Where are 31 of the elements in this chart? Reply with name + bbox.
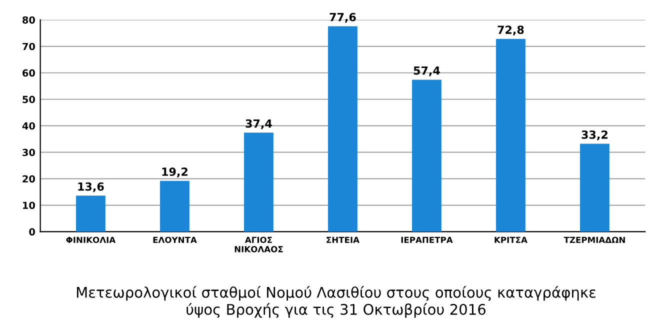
- y-tick-label: 10: [23, 202, 35, 210]
- x-tick-label: ΑΓΙΟΣ ΝΙΚΟΛΑΟΣ: [234, 236, 283, 252]
- y-tick-label: 50: [22, 96, 35, 104]
- data-label: 72,8: [498, 26, 524, 36]
- data-label: 33,2: [582, 130, 608, 140]
- y-tick-label: 70: [22, 42, 35, 50]
- text: Μετεωρολογικοί σταθμοί Νομού Λασιθίου στους οποίους καταγράφηκε ύψος Βροχής για τις 31 Οκτωβρίου 2016: [76, 286, 596, 318]
- x-tick-label: ΣΗΤΕΙΑ: [326, 236, 360, 243]
- y-tick-label: 30: [22, 148, 35, 156]
- data-label: 13,6: [78, 182, 104, 192]
- x-tick-label: ΙΕΡΑΠΕΤΡΑ: [401, 236, 453, 243]
- y-tick-label: 80: [22, 16, 35, 24]
- x-tick-label: ΕΛΟΥΝΤΑ: [153, 236, 197, 244]
- y-tick-label: 40: [22, 122, 35, 130]
- data-label: 37,4: [246, 119, 272, 130]
- bar: [76, 196, 106, 232]
- bar: [328, 26, 358, 232]
- bar: [412, 80, 442, 232]
- y-tick-label: 60: [22, 69, 35, 77]
- data-label: 19,2: [162, 168, 188, 178]
- x-tick-label: ΦΙΝΙΚΟΛΙΑ: [66, 236, 116, 244]
- bar: [160, 180, 190, 232]
- data-label: 57,4: [414, 66, 440, 76]
- y-tick-label: 0: [29, 228, 35, 236]
- bar: [580, 144, 610, 232]
- data-label: 77,6: [330, 12, 356, 23]
- bar: [496, 38, 526, 232]
- x-tick-label: ΤΖΕΡΜΙΑΔΩΝ: [564, 236, 625, 243]
- bar: [244, 132, 274, 232]
- x-tick-label: ΚΡΙΤΣΑ: [494, 236, 528, 243]
- y-tick-label: 20: [22, 175, 35, 183]
